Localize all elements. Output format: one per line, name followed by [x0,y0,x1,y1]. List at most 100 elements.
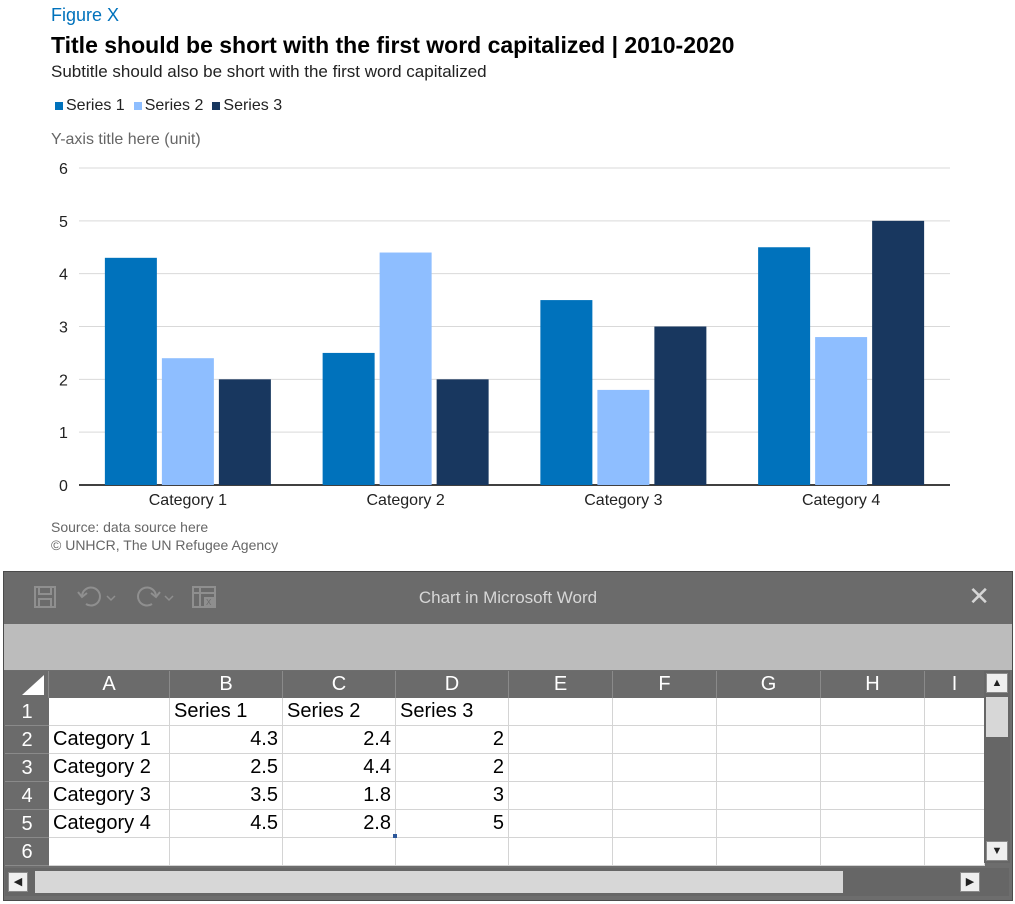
bar-chart: 0 1 2 3 4 5 6 Category 1 Category 2 Category 3 Cat… [59,161,950,509]
column-header-d[interactable]: D [396,671,509,698]
cell-d6[interactable] [396,838,509,866]
redo-icon[interactable] [134,584,174,616]
cell-a1[interactable] [49,698,170,726]
bar-series-2 [815,337,868,485]
cell-c6[interactable] [283,838,396,866]
cell-c2[interactable]: 2.4 [283,726,396,754]
bar-series-2 [161,358,214,485]
legend-item-series-3: Series 3 [212,97,282,115]
cell-a5[interactable]: Category 4 [49,810,170,838]
column-header-e[interactable]: E [509,671,613,698]
cell-d1[interactable]: Series 3 [396,698,509,726]
cell-e5[interactable] [509,810,613,838]
cell-f1[interactable] [613,698,717,726]
cell-i5[interactable] [925,810,985,838]
cell-e1[interactable] [509,698,613,726]
cell-e3[interactable] [509,754,613,782]
cell-g1[interactable] [717,698,821,726]
cell-g4[interactable] [717,782,821,810]
cell-i1[interactable] [925,698,985,726]
cell-a6[interactable] [49,838,170,866]
scroll-left-button[interactable]: ◀ [8,872,28,892]
cell-f5[interactable] [613,810,717,838]
row-header-1[interactable]: 1 [5,698,49,726]
cell-f4[interactable] [613,782,717,810]
cell-i6[interactable] [925,838,985,866]
cell-b5[interactable]: 4.5 [170,810,283,838]
chart-title: Title should be short with the first wor… [51,32,735,58]
cell-h3[interactable] [821,754,925,782]
scroll-down-button[interactable]: ▼ [986,841,1008,861]
cell-b6[interactable] [170,838,283,866]
column-header-c[interactable]: C [283,671,396,698]
column-header-b[interactable]: B [170,671,283,698]
cell-d5[interactable]: 5 [396,810,509,838]
data-range-handle[interactable] [393,834,397,838]
cell-e6[interactable] [509,838,613,866]
row-header-4[interactable]: 4 [5,782,49,810]
select-all-corner[interactable] [5,671,49,698]
cell-a2[interactable]: Category 1 [49,726,170,754]
legend-item-series-1: Series 1 [55,97,125,115]
cell-f2[interactable] [613,726,717,754]
save-icon[interactable] [32,584,58,616]
scroll-right-button[interactable]: ▶ [960,872,980,892]
cell-c5[interactable]: 2.8 [283,810,396,838]
cell-c1[interactable]: Series 2 [283,698,396,726]
cell-g5[interactable] [717,810,821,838]
cell-h1[interactable] [821,698,925,726]
formula-bar[interactable] [4,624,1012,670]
close-icon[interactable]: ✕ [968,581,990,611]
cell-h6[interactable] [821,838,925,866]
cell-h5[interactable] [821,810,925,838]
column-header-h[interactable]: H [821,671,925,698]
undo-icon[interactable] [76,584,116,616]
cell-b3[interactable]: 2.5 [170,754,283,782]
row-header-5[interactable]: 5 [5,810,49,838]
cell-a4[interactable]: Category 3 [49,782,170,810]
window-titlebar: X Chart in Microsoft Word ✕ [4,572,1012,624]
y-tick-label: 0 [59,478,68,495]
edit-data-icon[interactable]: X [191,584,217,616]
svg-text:X: X [206,598,212,607]
cell-h2[interactable] [821,726,925,754]
cell-f3[interactable] [613,754,717,782]
column-header-i[interactable]: I [925,671,985,698]
row-header-6[interactable]: 6 [5,838,49,866]
cell-i4[interactable] [925,782,985,810]
cell-d4[interactable]: 3 [396,782,509,810]
legend-label: Series 3 [223,97,283,114]
row-header-3[interactable]: 3 [5,754,49,782]
cell-d3[interactable]: 2 [396,754,509,782]
bar-series-3 [436,379,489,485]
cell-i3[interactable] [925,754,985,782]
source-note: Source: data source here [51,519,209,535]
cell-i2[interactable] [925,726,985,754]
cell-c4[interactable]: 1.8 [283,782,396,810]
cell-g2[interactable] [717,726,821,754]
column-header-g[interactable]: G [717,671,821,698]
column-header-f[interactable]: F [613,671,717,698]
cell-g3[interactable] [717,754,821,782]
scroll-up-button[interactable]: ▲ [986,673,1008,693]
horizontal-scrollbar[interactable]: ◀ ▶ [5,868,1009,896]
cell-b4[interactable]: 3.5 [170,782,283,810]
cell-g6[interactable] [717,838,821,866]
y-tick-label: 1 [59,425,68,442]
cell-b2[interactable]: 4.3 [170,726,283,754]
cell-e4[interactable] [509,782,613,810]
cell-b1[interactable]: Series 1 [170,698,283,726]
x-tick-label: Category 2 [366,492,444,509]
vertical-scroll-thumb[interactable] [986,697,1008,737]
vertical-scrollbar[interactable]: ▲ ▼ [984,671,1010,863]
cell-d2[interactable]: 2 [396,726,509,754]
cell-e2[interactable] [509,726,613,754]
cell-c3[interactable]: 4.4 [283,754,396,782]
column-header-a[interactable]: A [49,671,170,698]
cell-f6[interactable] [613,838,717,866]
horizontal-scroll-thumb[interactable] [35,871,843,893]
cell-h4[interactable] [821,782,925,810]
y-tick-label: 2 [59,372,68,389]
row-header-2[interactable]: 2 [5,726,49,754]
cell-a3[interactable]: Category 2 [49,754,170,782]
